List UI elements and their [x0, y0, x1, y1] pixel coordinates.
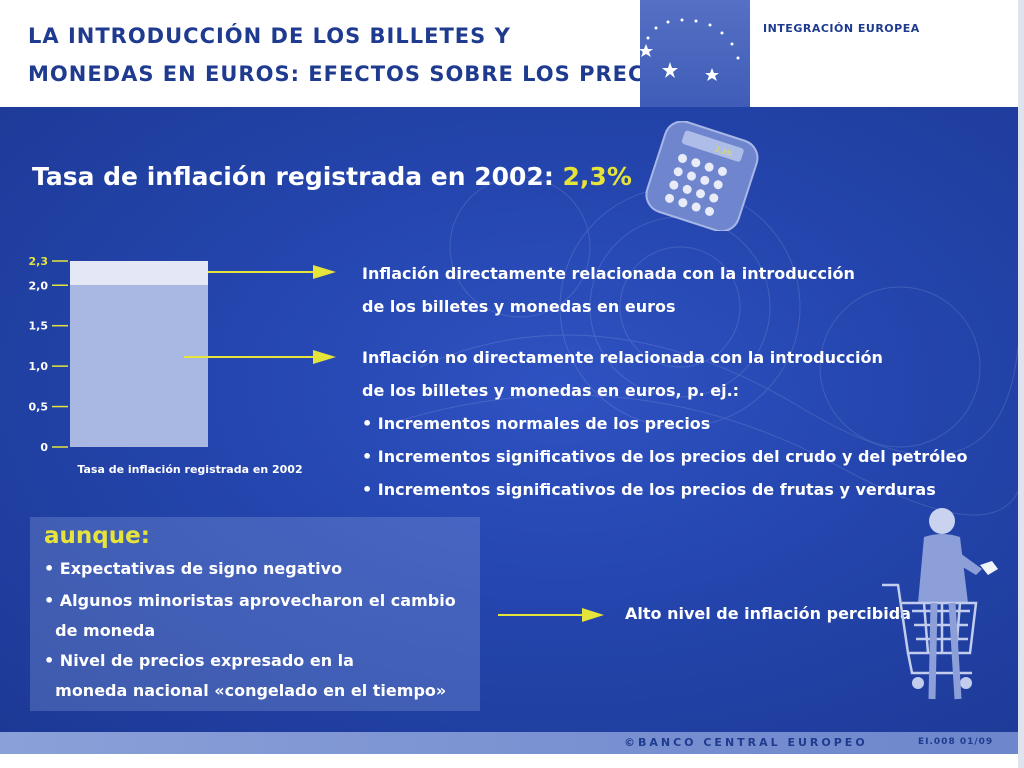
- aunque-title: aunque:: [44, 523, 150, 549]
- main-panel: Tasa de inflación registrada en 2002: 2,…: [0, 107, 1018, 732]
- footer-code: EI.008 01/09: [918, 737, 994, 747]
- chart-tick-label: 0: [40, 441, 48, 454]
- chart-tick-label: 1,0: [29, 360, 49, 373]
- aunque-box: aunque: • Expectativas de signo negativo…: [30, 517, 480, 711]
- arrow-indirect-icon: [184, 350, 336, 364]
- inflation-heading-value: 2,3%: [562, 162, 632, 191]
- calculator-icon: 2,3%: [645, 121, 759, 231]
- right-edge-strip: [1018, 0, 1024, 768]
- chart-bar-direct: [70, 261, 208, 286]
- chart-tick-label: 1,5: [29, 320, 49, 333]
- chart-tick-label: 2,0: [29, 279, 49, 292]
- banknote-watermark-background: [379, 176, 1018, 516]
- footer-bar: ©BANCO CENTRAL EUROPEO EI.008 01/09: [0, 732, 1018, 754]
- arrow-perceived-icon: [498, 608, 604, 622]
- aunque-item-1: • Expectativas de signo negativo: [44, 559, 343, 578]
- chart-x-axis-label: Tasa de inflación registrada en 2002: [77, 463, 302, 476]
- inflation-heading: Tasa de inflación registrada en 2002: 2,…: [32, 162, 632, 191]
- direct-inflation-line-1: Inflación directamente relacionada con l…: [362, 264, 855, 283]
- aunque-item-2: • Algunos minoristas aprovecharon el cam…: [44, 591, 456, 610]
- indirect-bullet-1: • Incrementos normales de los precios: [362, 414, 711, 433]
- inflation-heading-text: Tasa de inflación registrada en 2002:: [32, 162, 563, 191]
- indirect-inflation-line-2: de los billetes y monedas en euros, p. e…: [362, 381, 740, 400]
- direct-inflation-text: Inflación directamente relacionada con l…: [362, 257, 855, 323]
- perceived-inflation-text: Alto nivel de inflación percibida: [625, 604, 911, 623]
- direct-inflation-line-2: de los billetes y monedas en euros: [362, 297, 676, 316]
- footer-copyright: ©BANCO CENTRAL EUROPEO: [624, 736, 868, 749]
- indirect-bullet-2: • Incrementos significativos de los prec…: [362, 447, 968, 466]
- indirect-inflation-line-1: Inflación no directamente relacionada co…: [362, 348, 883, 367]
- indirect-bullet-3: • Incrementos significativos de los prec…: [362, 480, 936, 499]
- page-title-line-2: MONEDAS EN EUROS: EFECTOS SOBRE LOS PREC…: [28, 62, 689, 86]
- section-label: INTEGRACIÓN EUROPEA: [763, 22, 920, 35]
- chart-tick-label: 0,5: [29, 401, 49, 414]
- header: LA INTRODUCCIÓN DE LOS BILLETES Y MONEDA…: [0, 0, 1024, 107]
- arrow-direct-icon: [208, 265, 336, 279]
- shopper-with-cart-icon: [882, 508, 998, 700]
- chart-bar-indirect: [70, 285, 208, 447]
- chart-tick-label: 2,3: [29, 255, 49, 268]
- aunque-item-3: • Nivel de precios expresado en la: [44, 651, 354, 670]
- indirect-inflation-text: Inflación no directamente relacionada co…: [362, 341, 968, 506]
- eu-flag-stars-icon: [639, 0, 750, 107]
- inflation-bar-chart: 0 0,5 1,0 1,5 2,0 2,3 Tasa de inflación regis…: [29, 255, 303, 476]
- aunque-item-2-cont: de moneda: [44, 621, 156, 640]
- page-title-line-1: LA INTRODUCCIÓN DE LOS BILLETES Y: [28, 24, 511, 48]
- footer: ©BANCO CENTRAL EUROPEO EI.008 01/09: [0, 732, 1018, 768]
- aunque-item-3-cont: moneda nacional «congelado en el tiempo»: [44, 681, 447, 700]
